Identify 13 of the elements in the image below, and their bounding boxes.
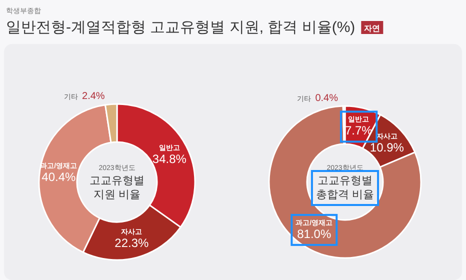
text: 자연	[364, 24, 380, 33]
data-label: 22.3%	[114, 236, 150, 250]
chart-title: 일반전형-계열적합형 고교유형별 지원, 합격 비율(%)	[6, 19, 356, 36]
data-label: 40.4%	[42, 170, 76, 184]
data-label: 2.4%	[82, 91, 105, 102]
data-label: 34.8%	[152, 152, 187, 166]
text: 지원 비율	[93, 189, 141, 201]
data-label: 81.0%	[297, 226, 332, 241]
text: 총합격 비율	[316, 189, 374, 201]
data-label: 0.4%	[315, 93, 338, 104]
text: 고교유형별	[90, 175, 144, 187]
data-label: 10.9%	[370, 140, 404, 154]
text: 고교유형별	[318, 175, 372, 187]
